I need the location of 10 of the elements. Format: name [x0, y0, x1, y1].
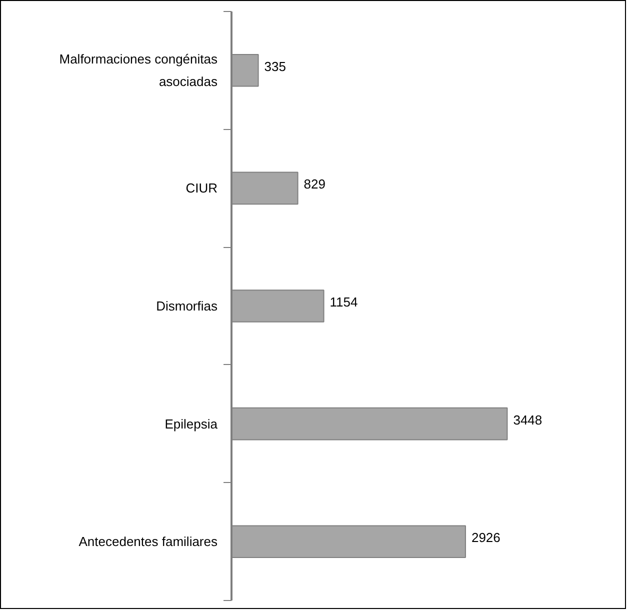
data-label: 3448	[513, 412, 542, 428]
data-label: 1154	[330, 294, 358, 310]
data-label: 2926	[471, 530, 500, 546]
data-label: 829	[304, 176, 326, 192]
y-tick-label: CIUR	[186, 180, 218, 196]
y-tick-label: Epilepsia	[164, 416, 218, 432]
y-tick-label: Antecedentes familiares	[78, 534, 218, 550]
data-label: 335	[264, 58, 286, 74]
y-tick-label: Dismorfias	[156, 298, 218, 314]
y-tick-label: Malformaciones congénitas asociadas	[59, 52, 218, 90]
